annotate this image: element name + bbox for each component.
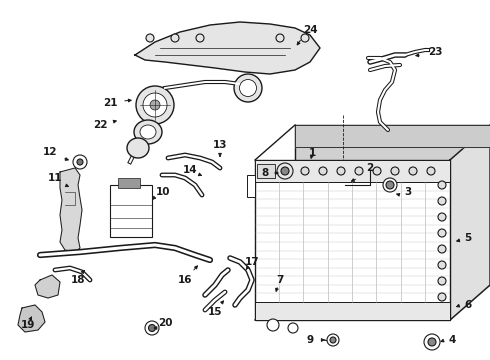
Text: 22: 22 <box>93 120 107 130</box>
Text: 10: 10 <box>156 187 170 197</box>
Text: 21: 21 <box>103 98 117 108</box>
Circle shape <box>73 155 87 169</box>
Circle shape <box>438 197 446 205</box>
Polygon shape <box>18 305 45 332</box>
Circle shape <box>337 167 345 175</box>
Circle shape <box>148 324 155 332</box>
Bar <box>118 178 140 188</box>
Ellipse shape <box>234 74 262 102</box>
Circle shape <box>438 277 446 285</box>
Circle shape <box>288 323 298 333</box>
Text: 14: 14 <box>183 165 197 175</box>
Circle shape <box>428 338 436 346</box>
Circle shape <box>438 181 446 189</box>
Ellipse shape <box>134 120 162 144</box>
Text: 15: 15 <box>208 307 222 317</box>
Circle shape <box>267 319 279 331</box>
Text: 19: 19 <box>21 320 35 330</box>
Circle shape <box>386 181 394 189</box>
Circle shape <box>196 34 204 42</box>
Text: 20: 20 <box>158 318 172 328</box>
Circle shape <box>319 167 327 175</box>
Circle shape <box>424 334 440 350</box>
Circle shape <box>327 334 339 346</box>
Bar <box>255 160 450 182</box>
Bar <box>247 175 255 197</box>
Circle shape <box>281 167 289 175</box>
Text: 13: 13 <box>213 140 227 150</box>
Circle shape <box>277 163 293 179</box>
Ellipse shape <box>240 80 256 96</box>
Circle shape <box>171 34 179 42</box>
Bar <box>257 164 275 178</box>
Circle shape <box>438 261 446 269</box>
Text: 4: 4 <box>448 335 456 345</box>
Text: 24: 24 <box>303 25 318 35</box>
Polygon shape <box>295 125 490 147</box>
Ellipse shape <box>150 100 160 110</box>
Text: 9: 9 <box>306 335 314 345</box>
Circle shape <box>438 293 446 301</box>
Bar <box>255 160 450 320</box>
Text: 6: 6 <box>465 300 472 310</box>
Text: 12: 12 <box>43 147 57 157</box>
Circle shape <box>145 321 159 335</box>
Polygon shape <box>135 22 320 74</box>
Text: 23: 23 <box>428 47 442 57</box>
Circle shape <box>438 245 446 253</box>
Circle shape <box>383 178 397 192</box>
Text: 16: 16 <box>178 275 192 285</box>
Circle shape <box>373 167 381 175</box>
Text: 7: 7 <box>276 275 284 285</box>
Circle shape <box>276 34 284 42</box>
Circle shape <box>409 167 417 175</box>
Text: 11: 11 <box>48 173 62 183</box>
Polygon shape <box>35 275 60 298</box>
Text: 2: 2 <box>367 163 374 173</box>
Polygon shape <box>295 125 490 285</box>
Ellipse shape <box>143 93 167 117</box>
Text: 17: 17 <box>245 257 259 267</box>
Text: 8: 8 <box>261 168 269 178</box>
Text: 5: 5 <box>465 233 472 243</box>
Ellipse shape <box>127 138 149 158</box>
Polygon shape <box>450 125 490 320</box>
Circle shape <box>438 213 446 221</box>
Circle shape <box>427 167 435 175</box>
Circle shape <box>355 167 363 175</box>
Circle shape <box>330 337 336 343</box>
Text: 18: 18 <box>71 275 85 285</box>
Circle shape <box>77 159 83 165</box>
Circle shape <box>146 34 154 42</box>
Ellipse shape <box>136 86 174 124</box>
Text: 3: 3 <box>404 187 412 197</box>
Circle shape <box>391 167 399 175</box>
Circle shape <box>301 34 309 42</box>
Circle shape <box>438 229 446 237</box>
Text: 1: 1 <box>308 148 316 158</box>
Bar <box>255 302 450 320</box>
Circle shape <box>301 167 309 175</box>
Polygon shape <box>60 168 82 252</box>
Ellipse shape <box>140 125 156 139</box>
Bar <box>110 185 152 237</box>
